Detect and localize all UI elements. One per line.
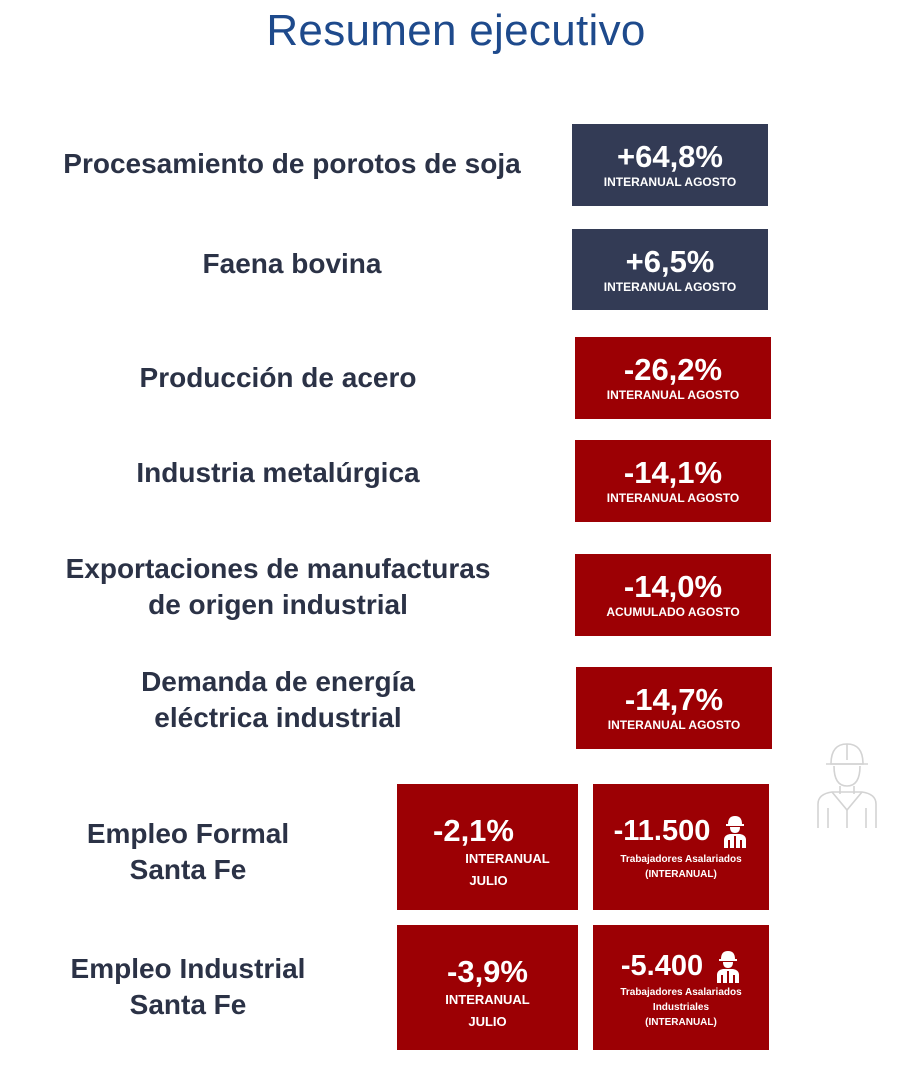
employment-label-industrial: Empleo Industrial Santa Fe bbox=[40, 951, 336, 1023]
indicator-period: INTERANUAL AGOSTO bbox=[606, 388, 740, 402]
employment-pct-value: -2,1% bbox=[433, 813, 514, 848]
indicator-period: ACUMULADO AGOSTO bbox=[606, 605, 740, 619]
employment-count-value: -5.400 bbox=[620, 950, 704, 982]
indicator-value: -14,7% bbox=[624, 682, 724, 717]
construction-worker-icon bbox=[724, 816, 747, 848]
employment-count-box-industrial: -5.400 Trabajadores Asalariados Industri… bbox=[593, 925, 769, 1050]
indicator-box-metalurgica: -14,1% INTERANUAL AGOSTO bbox=[575, 440, 771, 522]
construction-worker-icon bbox=[817, 743, 877, 828]
label-line: Empleo Formal bbox=[86, 818, 290, 849]
employment-pct-sub: JULIO bbox=[468, 1014, 507, 1029]
indicator-value: -14,1% bbox=[623, 455, 723, 490]
employment-count-sub: Trabajadores Asalariados bbox=[620, 854, 742, 865]
employment-count-row: -11.500 bbox=[593, 814, 769, 848]
indicator-period: INTERANUAL AGOSTO bbox=[603, 280, 737, 294]
indicator-box-faena: +6,5% INTERANUAL AGOSTO bbox=[572, 229, 768, 310]
label-line: Santa Fe bbox=[129, 854, 247, 885]
employment-pct-value: -3,9% bbox=[447, 954, 528, 989]
employment-count-sub: Industriales bbox=[652, 1002, 710, 1013]
label-line: Santa Fe bbox=[129, 989, 247, 1020]
indicator-value: -26,2% bbox=[623, 352, 723, 387]
indicator-box-acero: -26,2% INTERANUAL AGOSTO bbox=[575, 337, 771, 419]
employment-count-sub: Trabajadores Asalariados bbox=[620, 987, 742, 998]
employment-label-formal: Empleo Formal Santa Fe bbox=[40, 816, 336, 888]
employment-pct-box-industrial: -3,9% INTERANUAL JULIO bbox=[397, 925, 578, 1050]
indicator-label-energia: Demanda de energía eléctrica industrial bbox=[40, 664, 516, 736]
indicator-label-exportaciones: Exportaciones de manufacturas de origen … bbox=[40, 551, 516, 623]
label-line: de origen industrial bbox=[148, 589, 408, 620]
indicator-period: INTERANUAL AGOSTO bbox=[607, 718, 741, 732]
label-line: Demanda de energía bbox=[141, 666, 415, 697]
employment-pct-sub: INTERANUAL bbox=[445, 992, 530, 1007]
employment-count-box-formal: -11.500 Trabajadores Asalariados (INTERA… bbox=[593, 784, 769, 910]
indicator-label-soja: Procesamiento de porotos de soja bbox=[63, 148, 521, 179]
indicator-box-energia: -14,7% INTERANUAL AGOSTO bbox=[576, 667, 772, 749]
indicator-label-acero: Producción de acero bbox=[139, 362, 417, 393]
construction-worker-icon bbox=[717, 951, 740, 983]
indicator-value: -14,0% bbox=[623, 569, 723, 604]
indicator-value: +6,5% bbox=[625, 244, 715, 279]
employment-count-sub: (INTERANUAL) bbox=[645, 1017, 717, 1028]
indicator-value: +64,8% bbox=[616, 139, 723, 174]
employment-count-row: -5.400 bbox=[593, 949, 769, 983]
employment-count-sub: (INTERANUAL) bbox=[645, 869, 717, 880]
indicator-period: INTERANUAL AGOSTO bbox=[603, 175, 737, 189]
indicator-box-exportaciones: -14,0% ACUMULADO AGOSTO bbox=[575, 554, 771, 636]
employment-pct-sub: INTERANUAL bbox=[465, 851, 550, 866]
employment-count-value: -11.500 bbox=[613, 815, 711, 847]
indicator-box-soja: +64,8% INTERANUAL AGOSTO bbox=[572, 124, 768, 206]
employment-pct-box-formal: -2,1% INTERANUAL JULIO bbox=[397, 784, 578, 910]
employment-pct-sub: JULIO bbox=[469, 873, 508, 888]
label-line: Empleo Industrial bbox=[70, 953, 306, 984]
indicator-label-faena: Faena bovina bbox=[202, 248, 382, 279]
label-line: Exportaciones de manufacturas bbox=[65, 553, 491, 584]
label-line: eléctrica industrial bbox=[154, 702, 402, 733]
indicator-period: INTERANUAL AGOSTO bbox=[606, 491, 740, 505]
page-title: Resumen ejecutivo bbox=[266, 6, 646, 55]
indicator-label-metalurgica: Industria metalúrgica bbox=[136, 457, 420, 488]
